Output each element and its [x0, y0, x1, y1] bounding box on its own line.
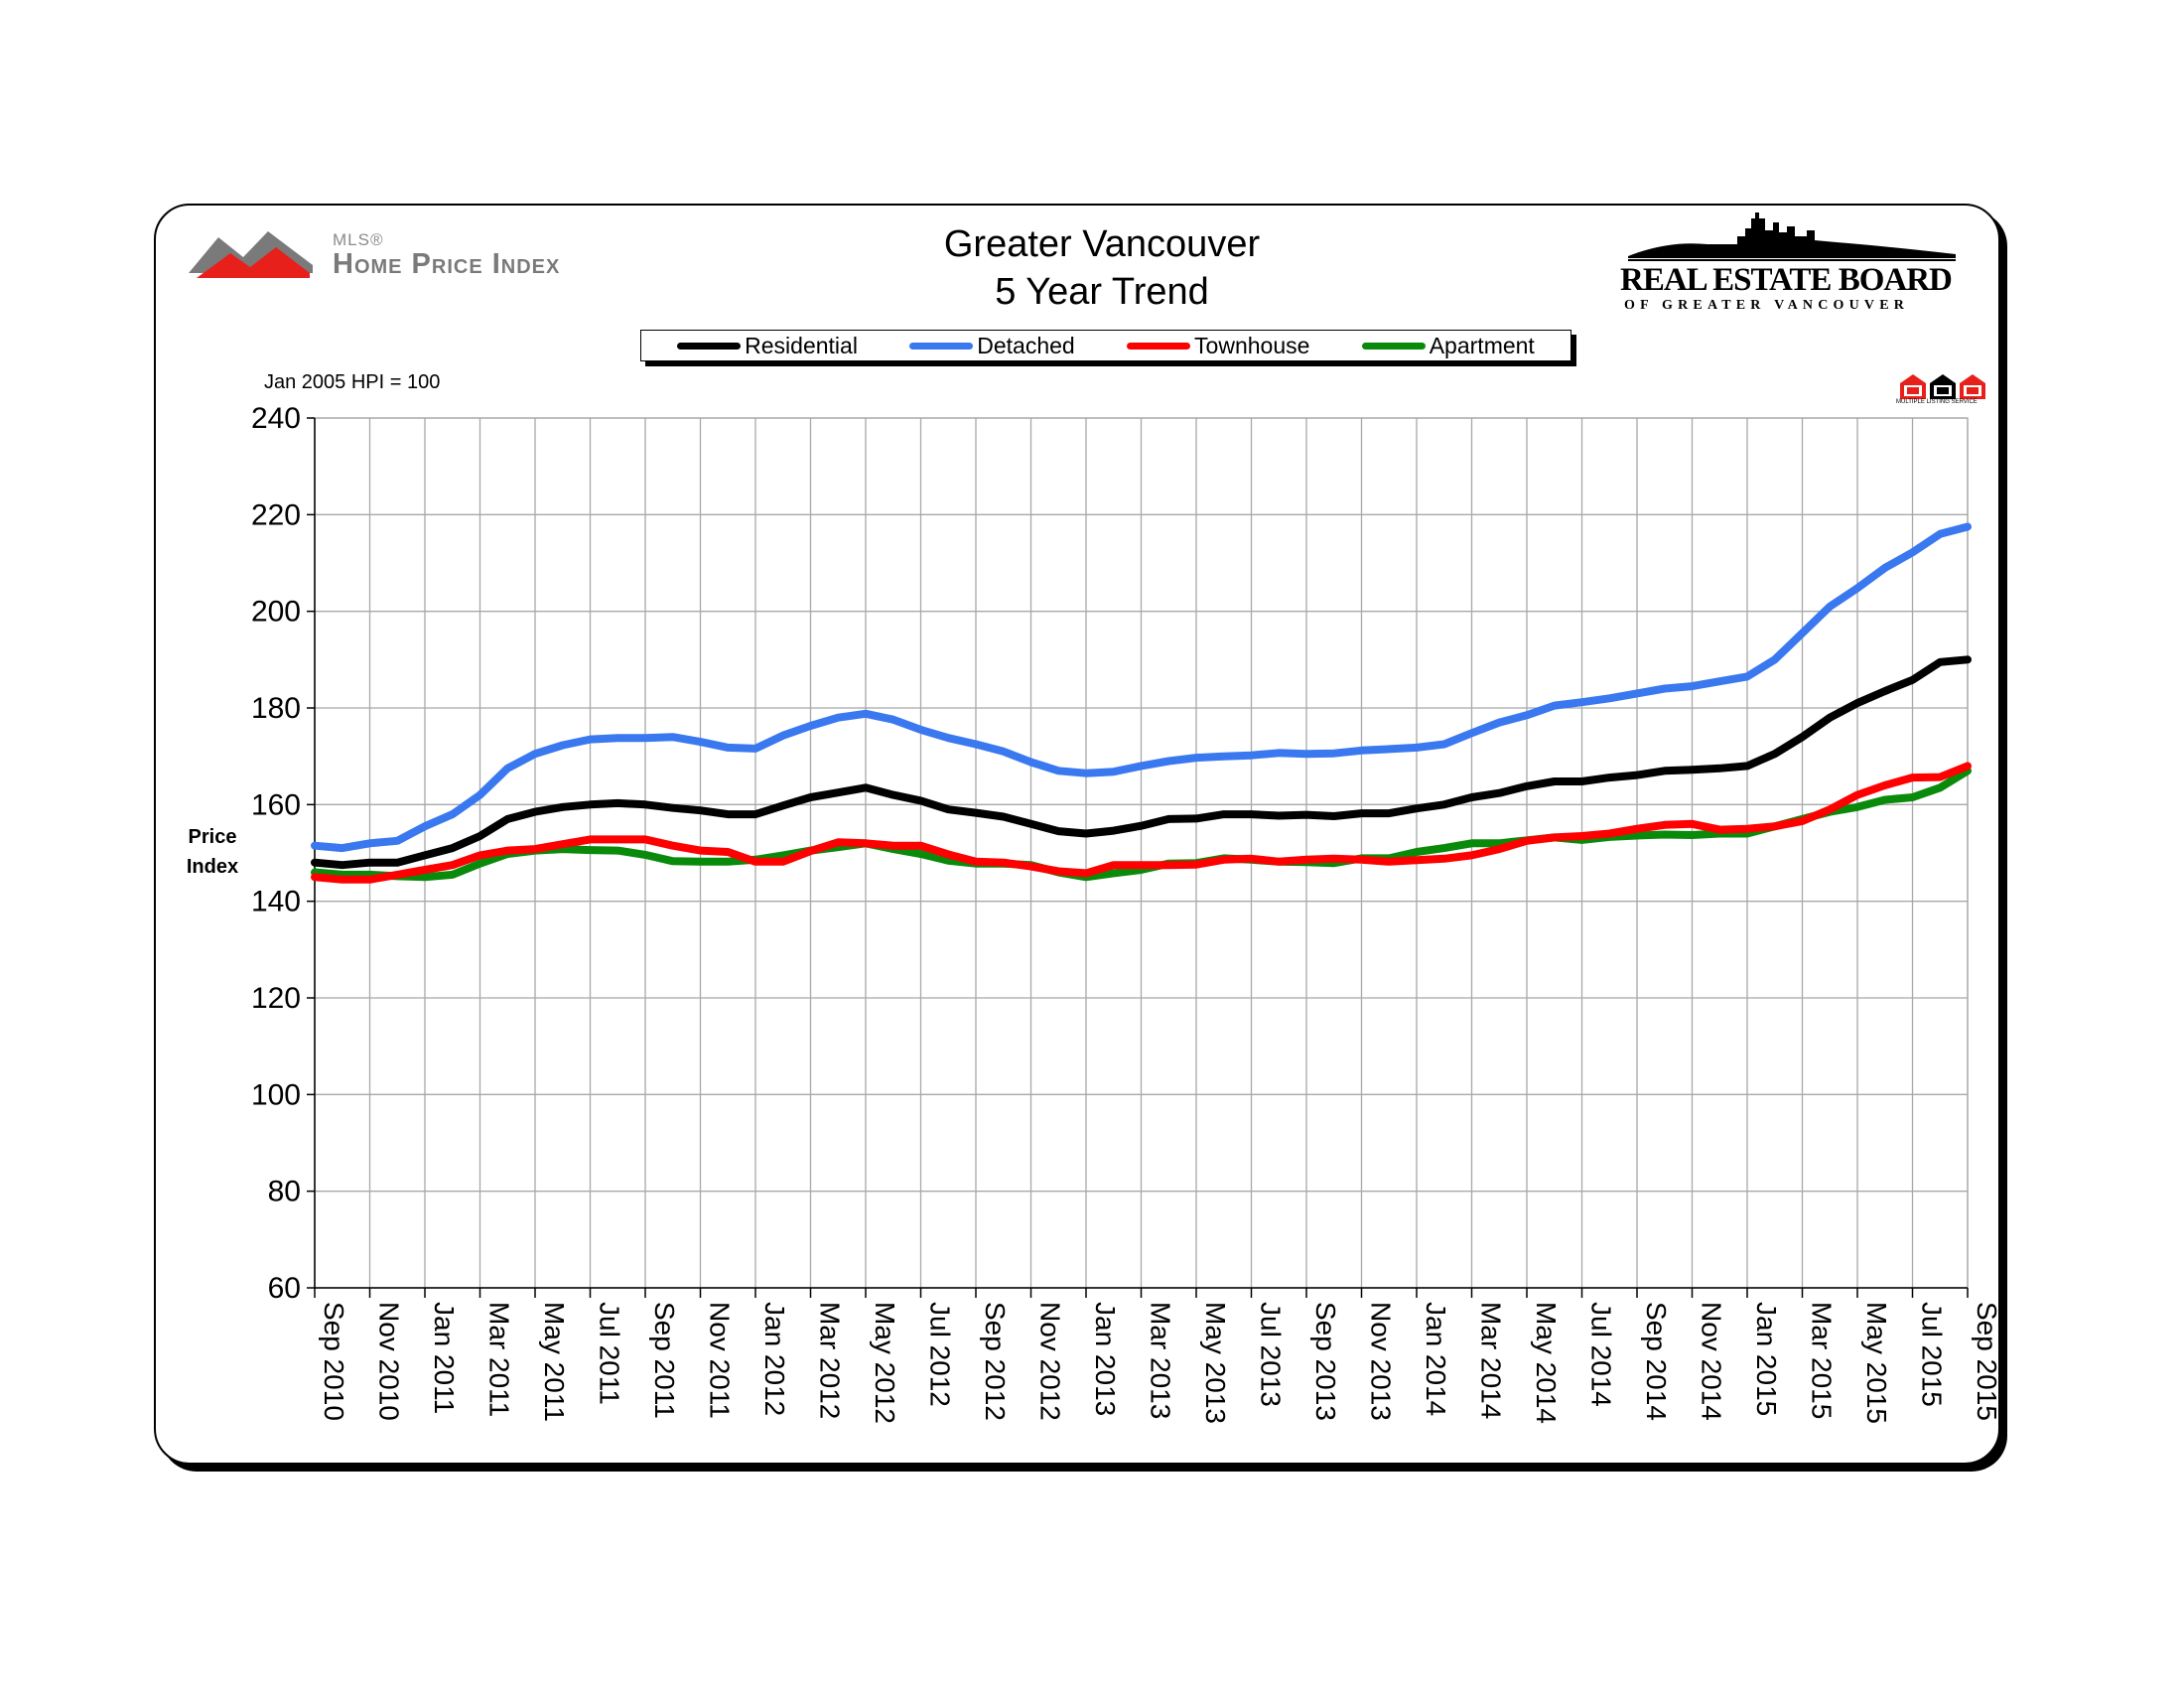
- y-tick-label: 200: [251, 596, 301, 629]
- series-line-residential: [311, 655, 1972, 870]
- y-tick-label: 80: [268, 1176, 301, 1208]
- legend: Residential Detached Townhouse Apartment: [640, 330, 1571, 361]
- x-tick-label: Jul 2015: [1917, 1302, 1948, 1407]
- legend-swatch-detached: [909, 342, 974, 350]
- skyline-icon: [1628, 212, 1956, 261]
- y-axis-label-line1: Price: [188, 826, 237, 848]
- axis-ticks: [307, 417, 1969, 1298]
- x-tick-label: Sep 2011: [649, 1302, 680, 1419]
- x-tick-label: Jul 2014: [1586, 1302, 1617, 1407]
- x-tick-label: Jan 2013: [1090, 1302, 1121, 1416]
- x-tick-label: May 2014: [1531, 1302, 1562, 1424]
- x-tick-labels: Sep 2010 Nov 2010 Jan 2011 Mar 2011 May 2011…: [319, 1302, 2002, 1424]
- mls-badge-caption: MULTIPLE LISTING SERVICE: [1896, 399, 1978, 405]
- x-tick-label: May 2011: [539, 1302, 570, 1422]
- y-tick-label: 220: [251, 498, 301, 531]
- mls-house-logo-icon: [189, 231, 313, 278]
- chart-title: Greater Vancouver 5 Year Trend: [893, 220, 1310, 316]
- legend-label-townhouse: Townhouse: [1194, 332, 1310, 358]
- series-lines: [311, 522, 1972, 884]
- x-tick-label: Nov 2010: [374, 1302, 405, 1421]
- y-tick-label: 100: [251, 1078, 301, 1111]
- reb-logo-subtitle: OF GREATER VANCOUVER: [1624, 298, 1910, 313]
- y-tick-label: 140: [251, 886, 301, 918]
- y-tick-labels: 60 80 100 120 140 160 180 200 220 240: [251, 402, 301, 1305]
- x-tick-label: Nov 2011: [705, 1302, 736, 1419]
- x-tick-label: Mar 2013: [1146, 1302, 1176, 1419]
- y-axis-label: Price Index: [169, 822, 256, 882]
- x-tick-label: Sep 2015: [1972, 1302, 2002, 1421]
- legend-label-apartment: Apartment: [1429, 332, 1535, 358]
- x-tick-label: Jan 2015: [1751, 1302, 1782, 1416]
- x-tick-label: Sep 2012: [980, 1302, 1011, 1421]
- x-tick-label: Jan 2014: [1421, 1302, 1451, 1416]
- x-tick-label: Jul 2012: [925, 1302, 956, 1407]
- legend-item-detached: Detached: [909, 332, 1075, 359]
- y-axis-label-line2: Index: [186, 856, 239, 878]
- x-tick-label: Mar 2014: [1476, 1302, 1507, 1419]
- x-tick-label: May 2015: [1861, 1302, 1892, 1424]
- x-tick-label: Mar 2015: [1807, 1302, 1838, 1419]
- legend-label-residential: Residential: [745, 332, 858, 358]
- series-line-apartment: [311, 767, 1972, 882]
- legend-swatch-residential: [677, 342, 742, 350]
- x-tick-label: Sep 2014: [1641, 1302, 1672, 1421]
- x-tick-label: May 2012: [870, 1302, 900, 1424]
- chart-title-line1: Greater Vancouver: [943, 223, 1261, 265]
- y-tick-label: 240: [251, 402, 301, 435]
- mls-logo-superscript: MLS®: [333, 230, 384, 249]
- series-line-townhouse: [311, 762, 1972, 884]
- x-tick-label: Sep 2010: [319, 1302, 349, 1421]
- x-tick-label: Jul 2011: [595, 1302, 625, 1405]
- y-tick-label: 60: [268, 1272, 301, 1305]
- x-tick-label: Nov 2012: [1035, 1302, 1066, 1421]
- reb-logo-wordmark: REAL ESTATE BOARD: [1620, 262, 1953, 298]
- legend-item-residential: Residential: [677, 333, 858, 359]
- x-tick-label: Nov 2014: [1697, 1302, 1727, 1421]
- x-tick-label: Mar 2012: [815, 1302, 846, 1419]
- legend-item-townhouse: Townhouse: [1127, 333, 1309, 359]
- x-tick-label: Jan 2012: [759, 1302, 790, 1416]
- mls-badge-icon: [1900, 374, 1985, 399]
- chart-title-line2: 5 Year Trend: [995, 271, 1209, 313]
- y-tick-label: 120: [251, 982, 301, 1015]
- series-line-detached: [311, 522, 1972, 853]
- x-tick-label: Jan 2011: [429, 1302, 460, 1414]
- mls-logo-wordmark: Home Price Index: [333, 248, 561, 280]
- x-tick-label: Jul 2013: [1256, 1302, 1287, 1407]
- legend-swatch-townhouse: [1127, 342, 1191, 350]
- hpi-baseline-note: Jan 2005 HPI = 100: [264, 371, 441, 393]
- legend-swatch-apartment: [1361, 342, 1426, 350]
- x-tick-label: Nov 2013: [1366, 1302, 1397, 1421]
- legend-item-apartment: Apartment: [1361, 332, 1535, 359]
- y-tick-label: 180: [251, 692, 301, 725]
- y-tick-label: 160: [251, 788, 301, 821]
- x-tick-label: May 2013: [1200, 1302, 1231, 1424]
- legend-label-detached: Detached: [977, 332, 1075, 358]
- x-tick-label: Sep 2013: [1310, 1302, 1341, 1421]
- x-tick-label: Mar 2011: [484, 1302, 515, 1417]
